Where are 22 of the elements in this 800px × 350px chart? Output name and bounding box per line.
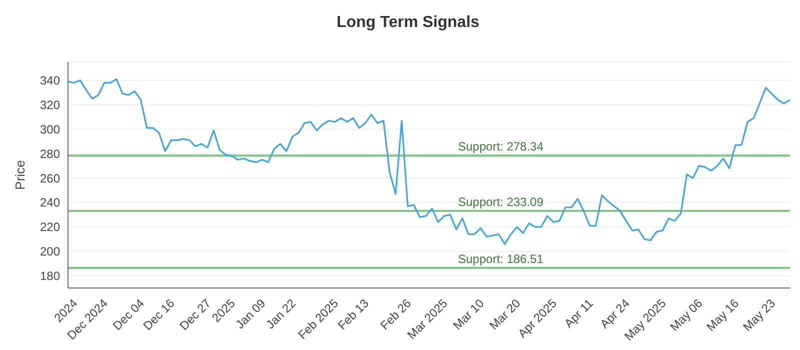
y-tick-label: 220 [40,220,60,234]
ref-line-label: Support: 278.34 [458,140,544,154]
x-tick-label: Dec 27 [176,296,214,334]
y-tick-label: 320 [40,98,60,112]
y-tick-label: 340 [40,74,60,88]
ref-line-label: Support: 186.51 [458,252,544,266]
y-tick-label: 200 [40,244,60,259]
y-axis-title: Price [12,160,28,190]
line-series [67,78,791,245]
x-tick-label: May 16 [704,296,742,334]
chart-title: Long Term Signals [336,13,480,33]
x-tick-label: Mar 10 [450,296,487,333]
x-tick-label: May 23 [740,296,778,334]
y-tick-label: 300 [40,122,60,136]
y-tick-label: 260 [40,171,60,186]
y-tick-label: 240 [40,196,60,210]
ref-line-label: Support: 233.09 [458,194,544,209]
x-tick-label: Apr 11 [562,296,596,330]
x-tick-label: Jan 22 [263,296,299,332]
y-tick-label: 180 [40,269,60,284]
x-tick-label: May 06 [667,296,706,334]
y-tick-label: 280 [40,146,60,161]
